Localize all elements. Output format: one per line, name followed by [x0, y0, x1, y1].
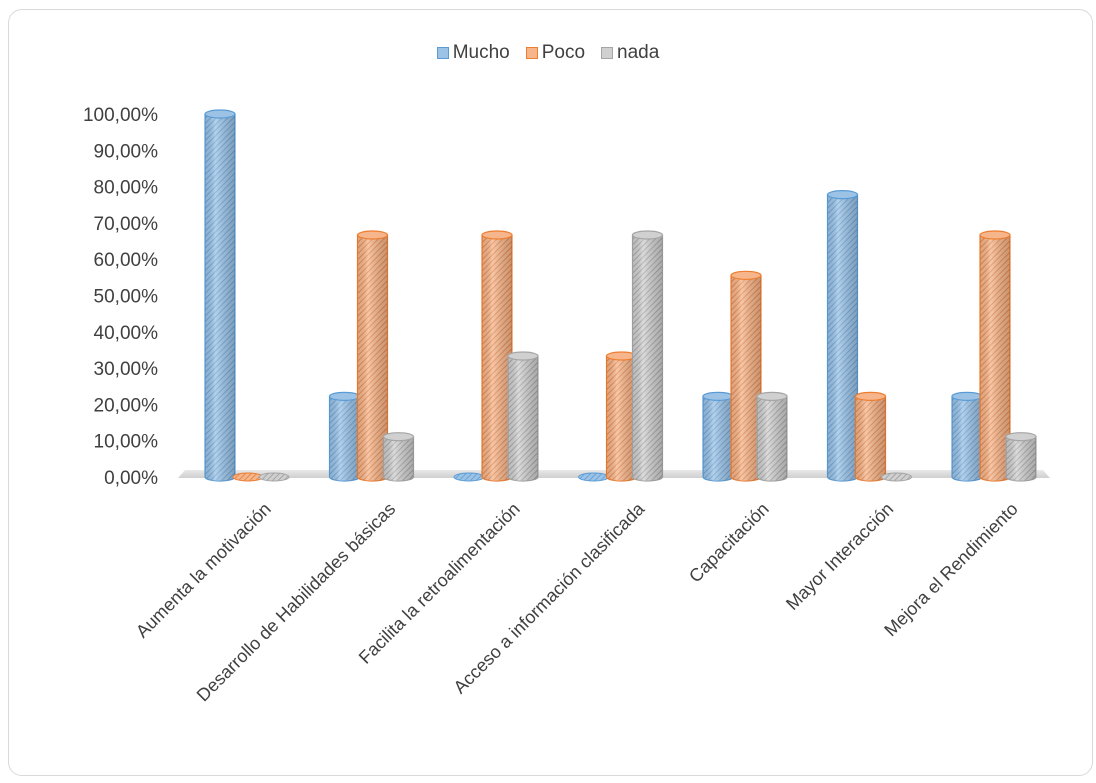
bar-mucho-1 [204, 109, 236, 482]
y-tick-label: 50,00% [94, 287, 159, 308]
x-category-label: Mayor Interacción [782, 499, 897, 614]
bar-nada-4 [631, 230, 664, 482]
bar-mucho-6 [826, 190, 859, 482]
bar-poco-7 [979, 230, 1011, 482]
legend-label: nada [617, 42, 660, 63]
bar-mucho-5 [702, 391, 734, 482]
bar-nada-3 [507, 351, 539, 482]
bar-nada-6 [881, 472, 912, 482]
bar-poco-3 [481, 230, 513, 482]
bar-nada-7 [1005, 432, 1037, 482]
bar-poco-5 [730, 270, 762, 482]
bar-nada-2 [382, 432, 415, 482]
bar-nada-5 [756, 391, 788, 482]
y-tick-label: 90,00% [94, 141, 159, 162]
y-tick-label: 20,00% [94, 395, 159, 416]
x-category-label: Mejora el Rendimiento [880, 499, 1021, 640]
legend-swatch [525, 47, 538, 59]
bar-nada-1 [258, 472, 290, 482]
legend-item-poco: Poco [525, 42, 586, 64]
y-tick-label: 30,00% [94, 359, 159, 380]
bar-mucho-2 [328, 391, 361, 482]
chart-legend: Mucho Poco nada [0, 42, 1096, 64]
x-category-label: Desarrollo de Habilidades básicas [193, 499, 400, 706]
y-tick-label: 70,00% [94, 214, 159, 235]
bar-mucho-4 [578, 472, 609, 482]
y-tick-label: 10,00% [94, 432, 159, 453]
legend-item-mucho: Mucho [436, 42, 510, 64]
legend-label: Mucho [452, 42, 510, 63]
y-tick-label: 100,00% [83, 105, 158, 126]
bar-poco-2 [356, 230, 389, 482]
legend-label: Poco [541, 42, 586, 63]
x-category-label: Aumenta la motivación [132, 499, 275, 642]
bar-mucho-7 [951, 391, 983, 482]
y-tick-label: 0,00% [104, 468, 158, 489]
bar-poco-4 [605, 351, 638, 482]
y-tick-label: 40,00% [94, 323, 159, 344]
bar-poco-6 [854, 391, 887, 482]
y-tick-label: 80,00% [94, 178, 159, 199]
bar-mucho-3 [453, 472, 485, 482]
y-tick-label: 60,00% [94, 250, 159, 271]
chart-frame [8, 9, 1093, 776]
legend-item-nada: nada [601, 42, 659, 64]
legend-swatch [601, 47, 614, 59]
x-category-label: Capacitación [685, 499, 773, 587]
legend-swatch [436, 47, 449, 59]
